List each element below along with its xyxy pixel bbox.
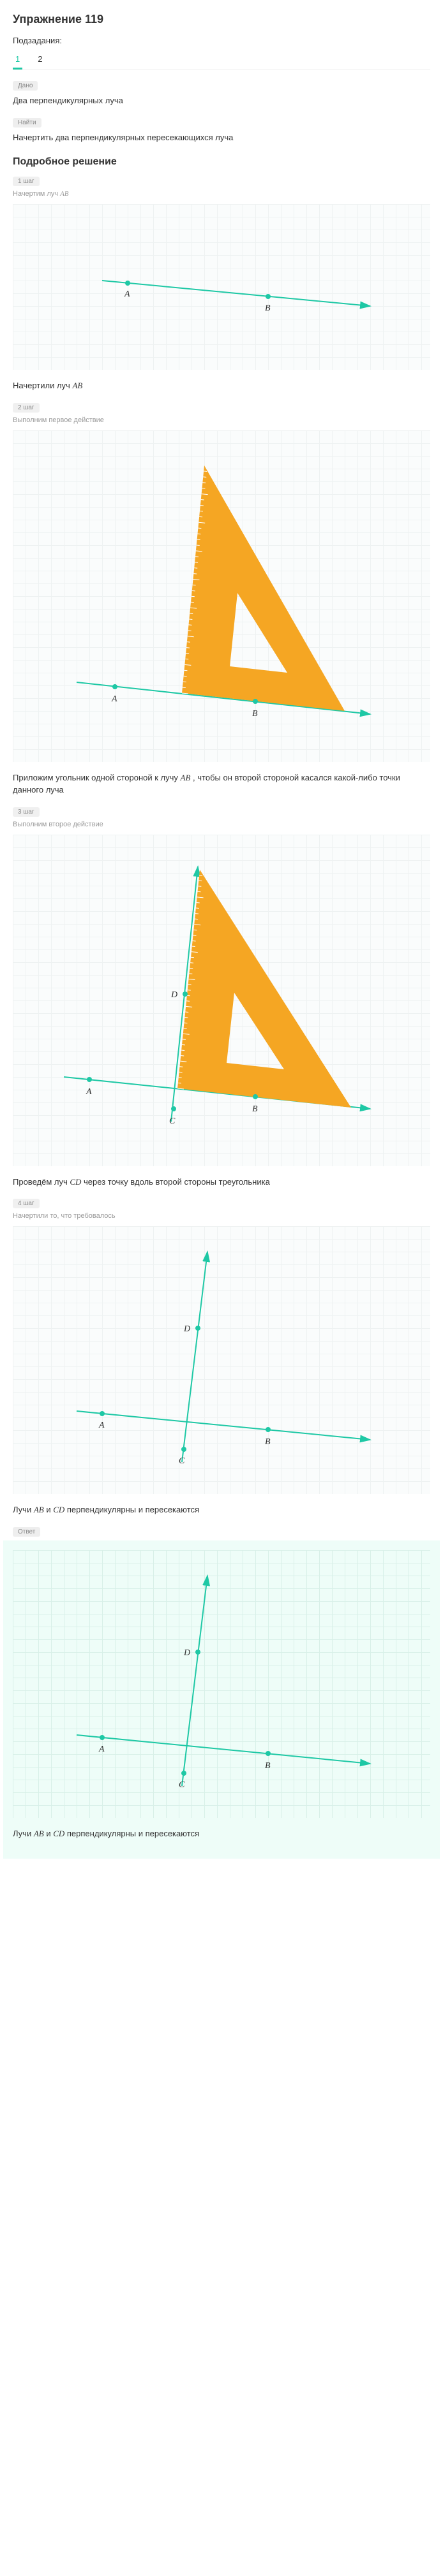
point-label-C: C [179, 1456, 185, 1466]
point-A [87, 1077, 92, 1082]
point-C [181, 1771, 186, 1776]
point-B [253, 1094, 258, 1099]
point-label-B: B [265, 1437, 271, 1447]
point-label-B: B [265, 304, 271, 313]
subtasks-label: Подзадания: [13, 36, 430, 45]
set-square [177, 870, 351, 1108]
step-badge: 2 шаг [13, 403, 40, 413]
point-B [253, 699, 258, 704]
point-label-C: C [169, 1116, 176, 1126]
point-label-D: D [183, 1648, 190, 1658]
step-block: 2 шаг Выполним первое действие AB Прилож… [13, 402, 430, 796]
answer-block: A B C D Лучи AB и CD перпендикулярны и пере… [3, 1540, 440, 1859]
step-caption: Лучи AB и CD перпендикулярны и пересекаю… [13, 1504, 430, 1516]
step-figure: A B C D [13, 835, 430, 1166]
point-label-A: A [98, 1745, 105, 1754]
ray-line [102, 281, 370, 306]
step-caption: Начертили луч AB [13, 379, 430, 392]
point-C [181, 1447, 186, 1452]
set-square [182, 465, 345, 711]
point-label-B: B [265, 1761, 271, 1771]
point-label-A: A [111, 694, 117, 704]
ray-line [77, 1411, 370, 1440]
geometry-svg: A B C D [13, 1226, 430, 1494]
point-B [266, 1427, 271, 1432]
point-B [266, 294, 271, 299]
solution-title: Подробное решение [13, 156, 430, 168]
step-caption: Проведём луч CD через точку вдоль второй… [13, 1176, 430, 1189]
point-C [171, 1106, 176, 1111]
step-badge: 1 шаг [13, 177, 40, 186]
step-figure: AB [13, 204, 430, 370]
step-badge: 3 шаг [13, 807, 40, 817]
exercise-title: Упражнение 119 [13, 13, 430, 26]
step-label: Начертили то, что требовалось [13, 1212, 430, 1220]
step-caption: Приложим угольник одной стороной к лучу … [13, 772, 430, 796]
find-badge: Найти [13, 118, 41, 128]
geometry-svg: AB [13, 204, 430, 370]
point-A [100, 1735, 105, 1740]
step-label: Выполним первое действие [13, 416, 430, 424]
point-label-A: A [86, 1087, 92, 1097]
point-A [100, 1411, 105, 1416]
point-label-B: B [252, 1104, 258, 1114]
answer-caption: Лучи AB и CD перпендикулярны и пересекаю… [13, 1827, 430, 1840]
tabs: 1 2 [13, 50, 430, 70]
find-text: Начертить два перпендикулярных пересекаю… [13, 131, 430, 144]
point-label-A: A [98, 1421, 105, 1430]
answer-badge: Ответ [13, 1527, 40, 1537]
geometry-svg: AB [13, 430, 430, 762]
point-B [266, 1751, 271, 1756]
geometry-svg: A B C D [13, 835, 430, 1166]
step-figure: A B C D [13, 1226, 430, 1494]
ray-line [182, 1252, 207, 1462]
step-figure: AB [13, 430, 430, 762]
tab-1[interactable]: 1 [13, 50, 22, 70]
step-block: 3 шаг Выполним второе действие A B C D Пров… [13, 806, 430, 1189]
point-D [195, 1650, 200, 1655]
step-block: 1 шаг Начертим луч AB AB Начертили луч A… [13, 175, 430, 392]
answer-figure: A B C D [13, 1550, 430, 1818]
step-block: 4 шаг Начертили то, что требовалось A B C D… [13, 1197, 430, 1516]
point-D [183, 992, 188, 997]
point-label-B: B [252, 709, 258, 719]
step-badge: 4 шаг [13, 1199, 40, 1208]
given-text: Два перпендикулярных луча [13, 94, 430, 107]
given-badge: Дано [13, 81, 38, 91]
step-label: Выполним второе действие [13, 821, 430, 828]
point-A [125, 281, 130, 286]
tab-2[interactable]: 2 [35, 50, 45, 70]
point-label-C: C [179, 1780, 185, 1790]
point-D [195, 1326, 200, 1331]
ray-line [182, 1576, 207, 1786]
point-label-D: D [170, 990, 177, 1000]
ray-line [77, 1735, 370, 1764]
point-label-A: A [124, 289, 130, 299]
point-label-D: D [183, 1324, 190, 1334]
geometry-svg: A B C D [13, 1550, 430, 1818]
step-label: Начертим луч AB [13, 190, 430, 198]
point-A [112, 684, 117, 689]
